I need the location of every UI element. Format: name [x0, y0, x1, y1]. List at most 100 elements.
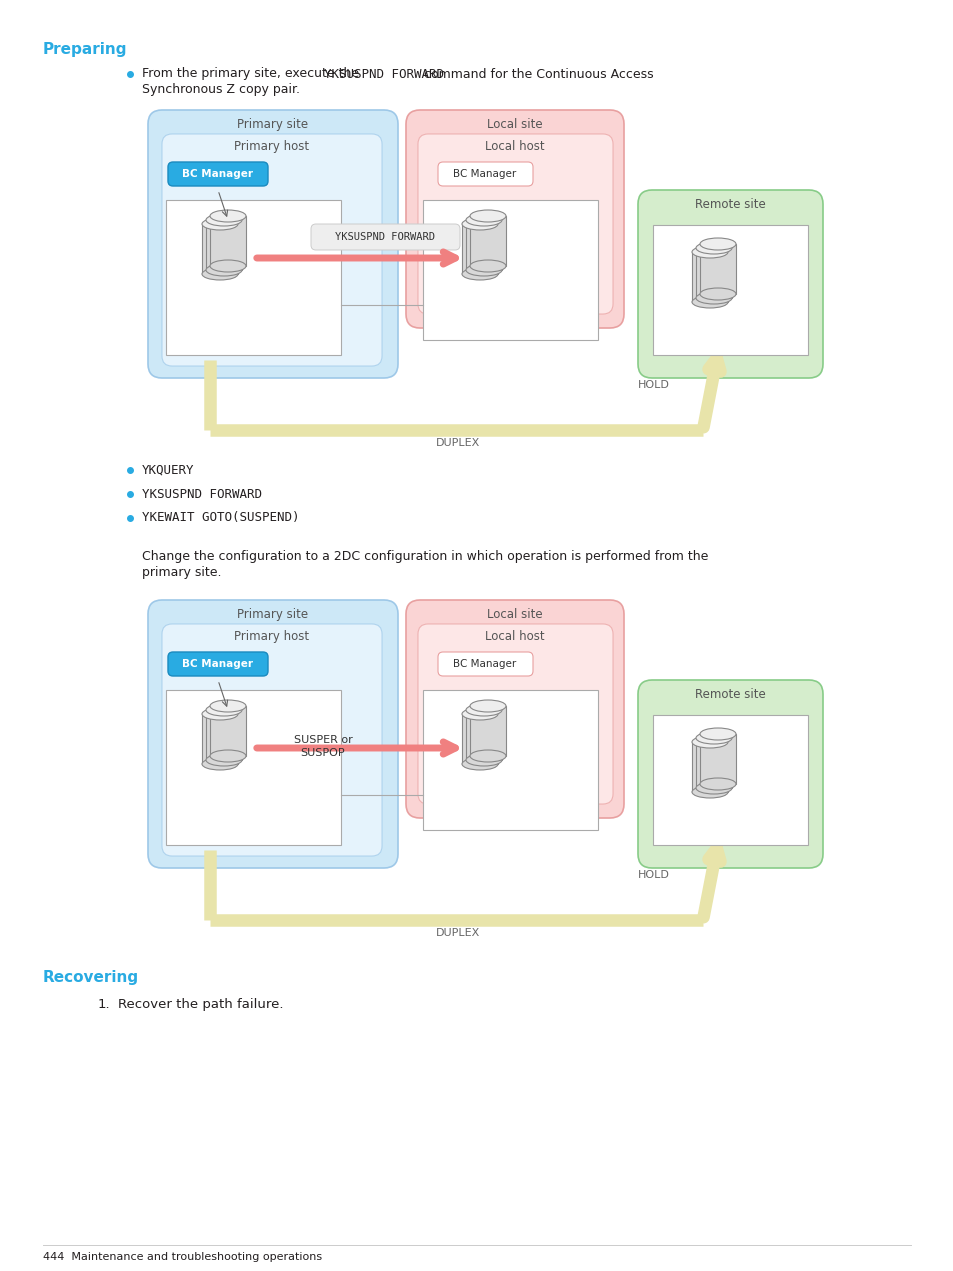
Text: Primary host: Primary host — [234, 140, 309, 153]
Ellipse shape — [696, 782, 731, 794]
Bar — [652, 225, 807, 355]
Ellipse shape — [691, 296, 727, 308]
Text: Local site: Local site — [487, 608, 542, 622]
Text: 444  Maintenance and troubleshooting operations: 444 Maintenance and troubleshooting oper… — [43, 1252, 322, 1262]
Ellipse shape — [696, 732, 731, 744]
Text: BC Manager: BC Manager — [453, 658, 517, 669]
Ellipse shape — [206, 264, 242, 276]
FancyBboxPatch shape — [417, 624, 613, 805]
FancyBboxPatch shape — [437, 652, 533, 676]
FancyBboxPatch shape — [417, 133, 613, 314]
Bar — [210, 705, 246, 756]
Ellipse shape — [210, 750, 246, 763]
Ellipse shape — [696, 292, 731, 304]
Ellipse shape — [202, 268, 237, 280]
Ellipse shape — [202, 758, 237, 770]
Ellipse shape — [700, 728, 735, 740]
Text: YKEWAIT GOTO(SUSPEND): YKEWAIT GOTO(SUSPEND) — [142, 511, 299, 525]
Bar — [696, 248, 731, 297]
Text: Primary site: Primary site — [237, 608, 308, 622]
Text: SUSPER or: SUSPER or — [294, 735, 352, 745]
Text: Recovering: Recovering — [43, 970, 139, 985]
Bar — [166, 200, 340, 355]
FancyBboxPatch shape — [162, 624, 381, 855]
FancyBboxPatch shape — [311, 224, 459, 250]
Text: BC Manager: BC Manager — [182, 169, 253, 179]
Bar — [202, 224, 237, 275]
Text: Change the configuration to a 2DC configuration in which operation is performed : Change the configuration to a 2DC config… — [142, 550, 708, 563]
Bar — [206, 710, 242, 760]
Ellipse shape — [206, 704, 242, 716]
Ellipse shape — [700, 238, 735, 250]
Ellipse shape — [470, 261, 505, 272]
FancyBboxPatch shape — [162, 133, 381, 366]
Text: HOLD: HOLD — [638, 380, 669, 390]
Bar — [691, 252, 727, 302]
Text: Remote site: Remote site — [694, 688, 764, 702]
Text: DUPLEX: DUPLEX — [436, 928, 479, 938]
Ellipse shape — [206, 214, 242, 226]
Bar — [691, 742, 727, 792]
Bar — [202, 714, 237, 764]
Ellipse shape — [461, 268, 497, 280]
Text: YKQUERY: YKQUERY — [142, 464, 194, 477]
Text: YKSUSPND FORWARD: YKSUSPND FORWARD — [324, 67, 443, 80]
Bar — [652, 716, 807, 845]
Text: Primary host: Primary host — [234, 630, 309, 643]
Bar — [700, 733, 735, 784]
Text: BC Manager: BC Manager — [453, 169, 517, 179]
Bar — [470, 216, 505, 266]
Ellipse shape — [470, 750, 505, 763]
Bar — [465, 220, 501, 269]
Ellipse shape — [700, 289, 735, 300]
Text: YKSUSPND FORWARD: YKSUSPND FORWARD — [335, 233, 435, 241]
Text: BC Manager: BC Manager — [182, 658, 253, 669]
Bar — [206, 220, 242, 269]
Bar — [461, 714, 497, 764]
Text: Remote site: Remote site — [694, 198, 764, 211]
Text: 1.: 1. — [97, 998, 110, 1010]
Text: Recover the path failure.: Recover the path failure. — [118, 998, 283, 1010]
Ellipse shape — [461, 219, 497, 230]
Ellipse shape — [202, 708, 237, 719]
Ellipse shape — [700, 778, 735, 791]
Text: Synchronous Z copy pair.: Synchronous Z copy pair. — [142, 84, 299, 97]
Ellipse shape — [696, 241, 731, 254]
Text: HOLD: HOLD — [638, 871, 669, 880]
FancyBboxPatch shape — [148, 111, 397, 377]
Text: Local host: Local host — [485, 630, 544, 643]
Ellipse shape — [470, 700, 505, 712]
Bar — [166, 690, 340, 845]
Ellipse shape — [210, 700, 246, 712]
Ellipse shape — [461, 708, 497, 719]
Text: YKSUSPND FORWARD: YKSUSPND FORWARD — [142, 488, 262, 501]
Text: Preparing: Preparing — [43, 42, 128, 57]
FancyBboxPatch shape — [437, 161, 533, 186]
FancyBboxPatch shape — [406, 111, 623, 328]
FancyBboxPatch shape — [148, 600, 397, 868]
Ellipse shape — [470, 210, 505, 222]
Ellipse shape — [465, 214, 501, 226]
Ellipse shape — [206, 754, 242, 766]
Ellipse shape — [465, 754, 501, 766]
Ellipse shape — [461, 758, 497, 770]
Ellipse shape — [691, 785, 727, 798]
Text: From the primary site, execute the: From the primary site, execute the — [142, 67, 363, 80]
Bar — [700, 244, 735, 294]
Text: command for the Continuous Access: command for the Continuous Access — [419, 67, 653, 80]
Ellipse shape — [691, 736, 727, 749]
FancyBboxPatch shape — [168, 161, 268, 186]
Bar — [465, 710, 501, 760]
Text: Primary site: Primary site — [237, 118, 308, 131]
Ellipse shape — [465, 264, 501, 276]
Text: primary site.: primary site. — [142, 566, 221, 580]
Text: Local site: Local site — [487, 118, 542, 131]
Bar — [461, 224, 497, 275]
Ellipse shape — [691, 247, 727, 258]
FancyBboxPatch shape — [406, 600, 623, 819]
Ellipse shape — [202, 219, 237, 230]
Bar — [422, 200, 598, 341]
Ellipse shape — [465, 704, 501, 716]
Text: Local host: Local host — [485, 140, 544, 153]
Ellipse shape — [210, 210, 246, 222]
